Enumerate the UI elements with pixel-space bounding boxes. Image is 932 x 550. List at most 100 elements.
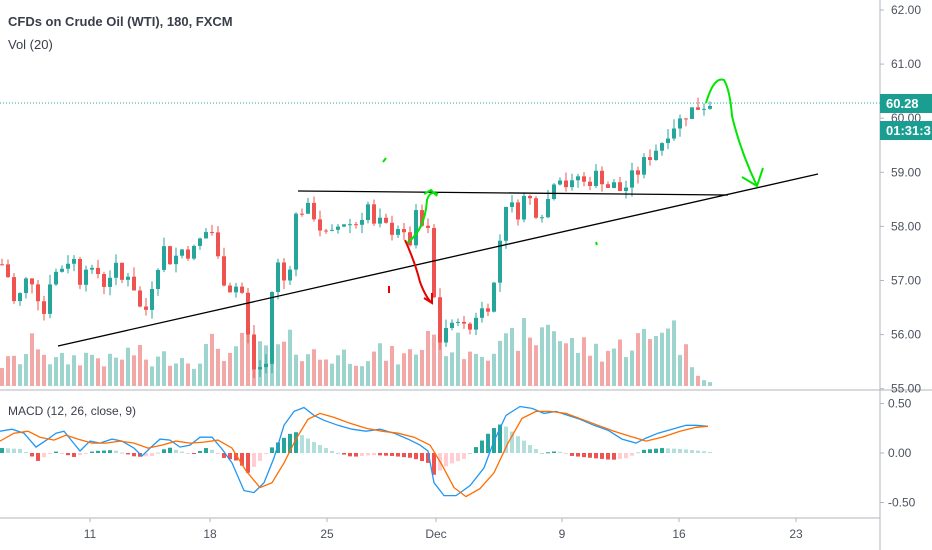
volume-bar [696, 375, 700, 386]
macd-histogram-bar [390, 453, 394, 456]
red-drop-arrow[interactable] [404, 239, 433, 304]
candle-body [294, 213, 298, 270]
chart-title[interactable]: CFDs on Crude Oil (WTI), 180, FXCM [8, 14, 233, 29]
candle-body [132, 276, 136, 291]
candle-body [432, 227, 436, 298]
horizontal-resistance-line[interactable] [297, 190, 729, 196]
macd-histogram-bar [42, 453, 46, 458]
candle-body [582, 176, 586, 182]
candle-body [348, 224, 352, 226]
macd-legend[interactable]: MACD (12, 26, close, 9) [8, 404, 137, 418]
volume-bar [432, 334, 436, 386]
candle-body [324, 230, 328, 232]
macd-histogram-bar [306, 438, 310, 453]
time-tick-label: 9 [559, 527, 566, 541]
volume-bar [504, 333, 508, 386]
candle-body [102, 274, 106, 287]
candle-body [642, 157, 646, 175]
candle-body [246, 292, 250, 335]
candle-body [174, 255, 178, 265]
candle-body [48, 284, 52, 314]
candle-body [606, 184, 610, 188]
macd-histogram-bar [84, 453, 88, 454]
macd-histogram-bar [414, 453, 418, 460]
green-forecast-arrow-head[interactable] [741, 167, 764, 188]
volume-bar [246, 333, 250, 386]
candle-body [600, 170, 604, 185]
volume-bar [558, 341, 562, 386]
candle-body [390, 222, 394, 235]
candle-body [156, 269, 160, 290]
macd-histogram-bar [378, 453, 382, 456]
candle-body [498, 240, 502, 283]
candle-body [258, 367, 262, 370]
candle-body [366, 204, 370, 221]
volume-bar [396, 364, 400, 386]
volume-bar [444, 356, 448, 386]
volume-bar [354, 365, 358, 386]
macd-histogram-bar [108, 450, 112, 453]
macd-histogram-bar [618, 453, 622, 459]
candle-body [486, 308, 490, 312]
macd-histogram-bar [270, 447, 274, 453]
candle-body [36, 284, 40, 302]
volume-legend[interactable]: Vol (20) [8, 37, 53, 52]
candle-body [468, 323, 472, 330]
volume-bar [84, 352, 88, 386]
candle-body [276, 262, 280, 293]
ascending-trendline[interactable] [57, 173, 819, 347]
volume-bar [288, 329, 292, 386]
volume-bar [684, 344, 688, 386]
candle-body [252, 334, 256, 370]
macd-histogram-bar [420, 453, 424, 462]
macd-histogram-bar [408, 453, 412, 458]
green-arrow-head[interactable] [423, 188, 438, 197]
volume-bar [462, 359, 466, 386]
volume-bar [66, 364, 70, 386]
volume-bar [18, 364, 22, 386]
volume-bar [510, 327, 514, 386]
volume-bar [132, 355, 136, 386]
red-arrow-head[interactable] [423, 293, 433, 305]
macd-histogram-bar [264, 453, 268, 454]
candle-body [702, 108, 706, 110]
macd-histogram-bar [324, 448, 328, 453]
candle-body [228, 285, 232, 293]
candle-body [624, 187, 628, 192]
volume-bar [546, 324, 550, 386]
volume-bar [378, 343, 382, 386]
volume-bar [180, 358, 184, 386]
macd-histogram-bar [432, 453, 436, 475]
macd-histogram-bar [258, 453, 262, 461]
macd-histogram-bar [150, 453, 154, 456]
green-forecast-arrow[interactable] [705, 78, 758, 187]
candle-body [138, 290, 142, 307]
candle-body [60, 268, 64, 272]
volume-bar [120, 359, 124, 386]
volume-bar [540, 327, 544, 386]
candle-body [186, 249, 190, 259]
macd-histogram-bar [252, 453, 256, 467]
volume-bar [402, 353, 406, 386]
candle-body [264, 363, 268, 368]
volume-bar [222, 360, 226, 386]
candle-body [648, 157, 652, 160]
volume-bar [306, 354, 310, 386]
volume-bar [312, 349, 316, 386]
macd-histogram-bar [312, 441, 316, 453]
volume-bar [408, 349, 412, 386]
candle-body [480, 308, 484, 318]
volume-bar [330, 363, 334, 386]
volume-bar [474, 353, 478, 386]
macd-histogram-bar [498, 424, 502, 453]
volume-bar [660, 332, 664, 386]
candle-body [540, 217, 544, 219]
volume-bar [36, 349, 40, 386]
macd-histogram-bar [114, 450, 118, 453]
volume-bar [342, 349, 346, 386]
volume-bar [108, 353, 112, 386]
volume-bar [516, 350, 520, 386]
macd-histogram-bar [486, 433, 490, 453]
macd-tick-label: 0.50 [888, 397, 912, 411]
